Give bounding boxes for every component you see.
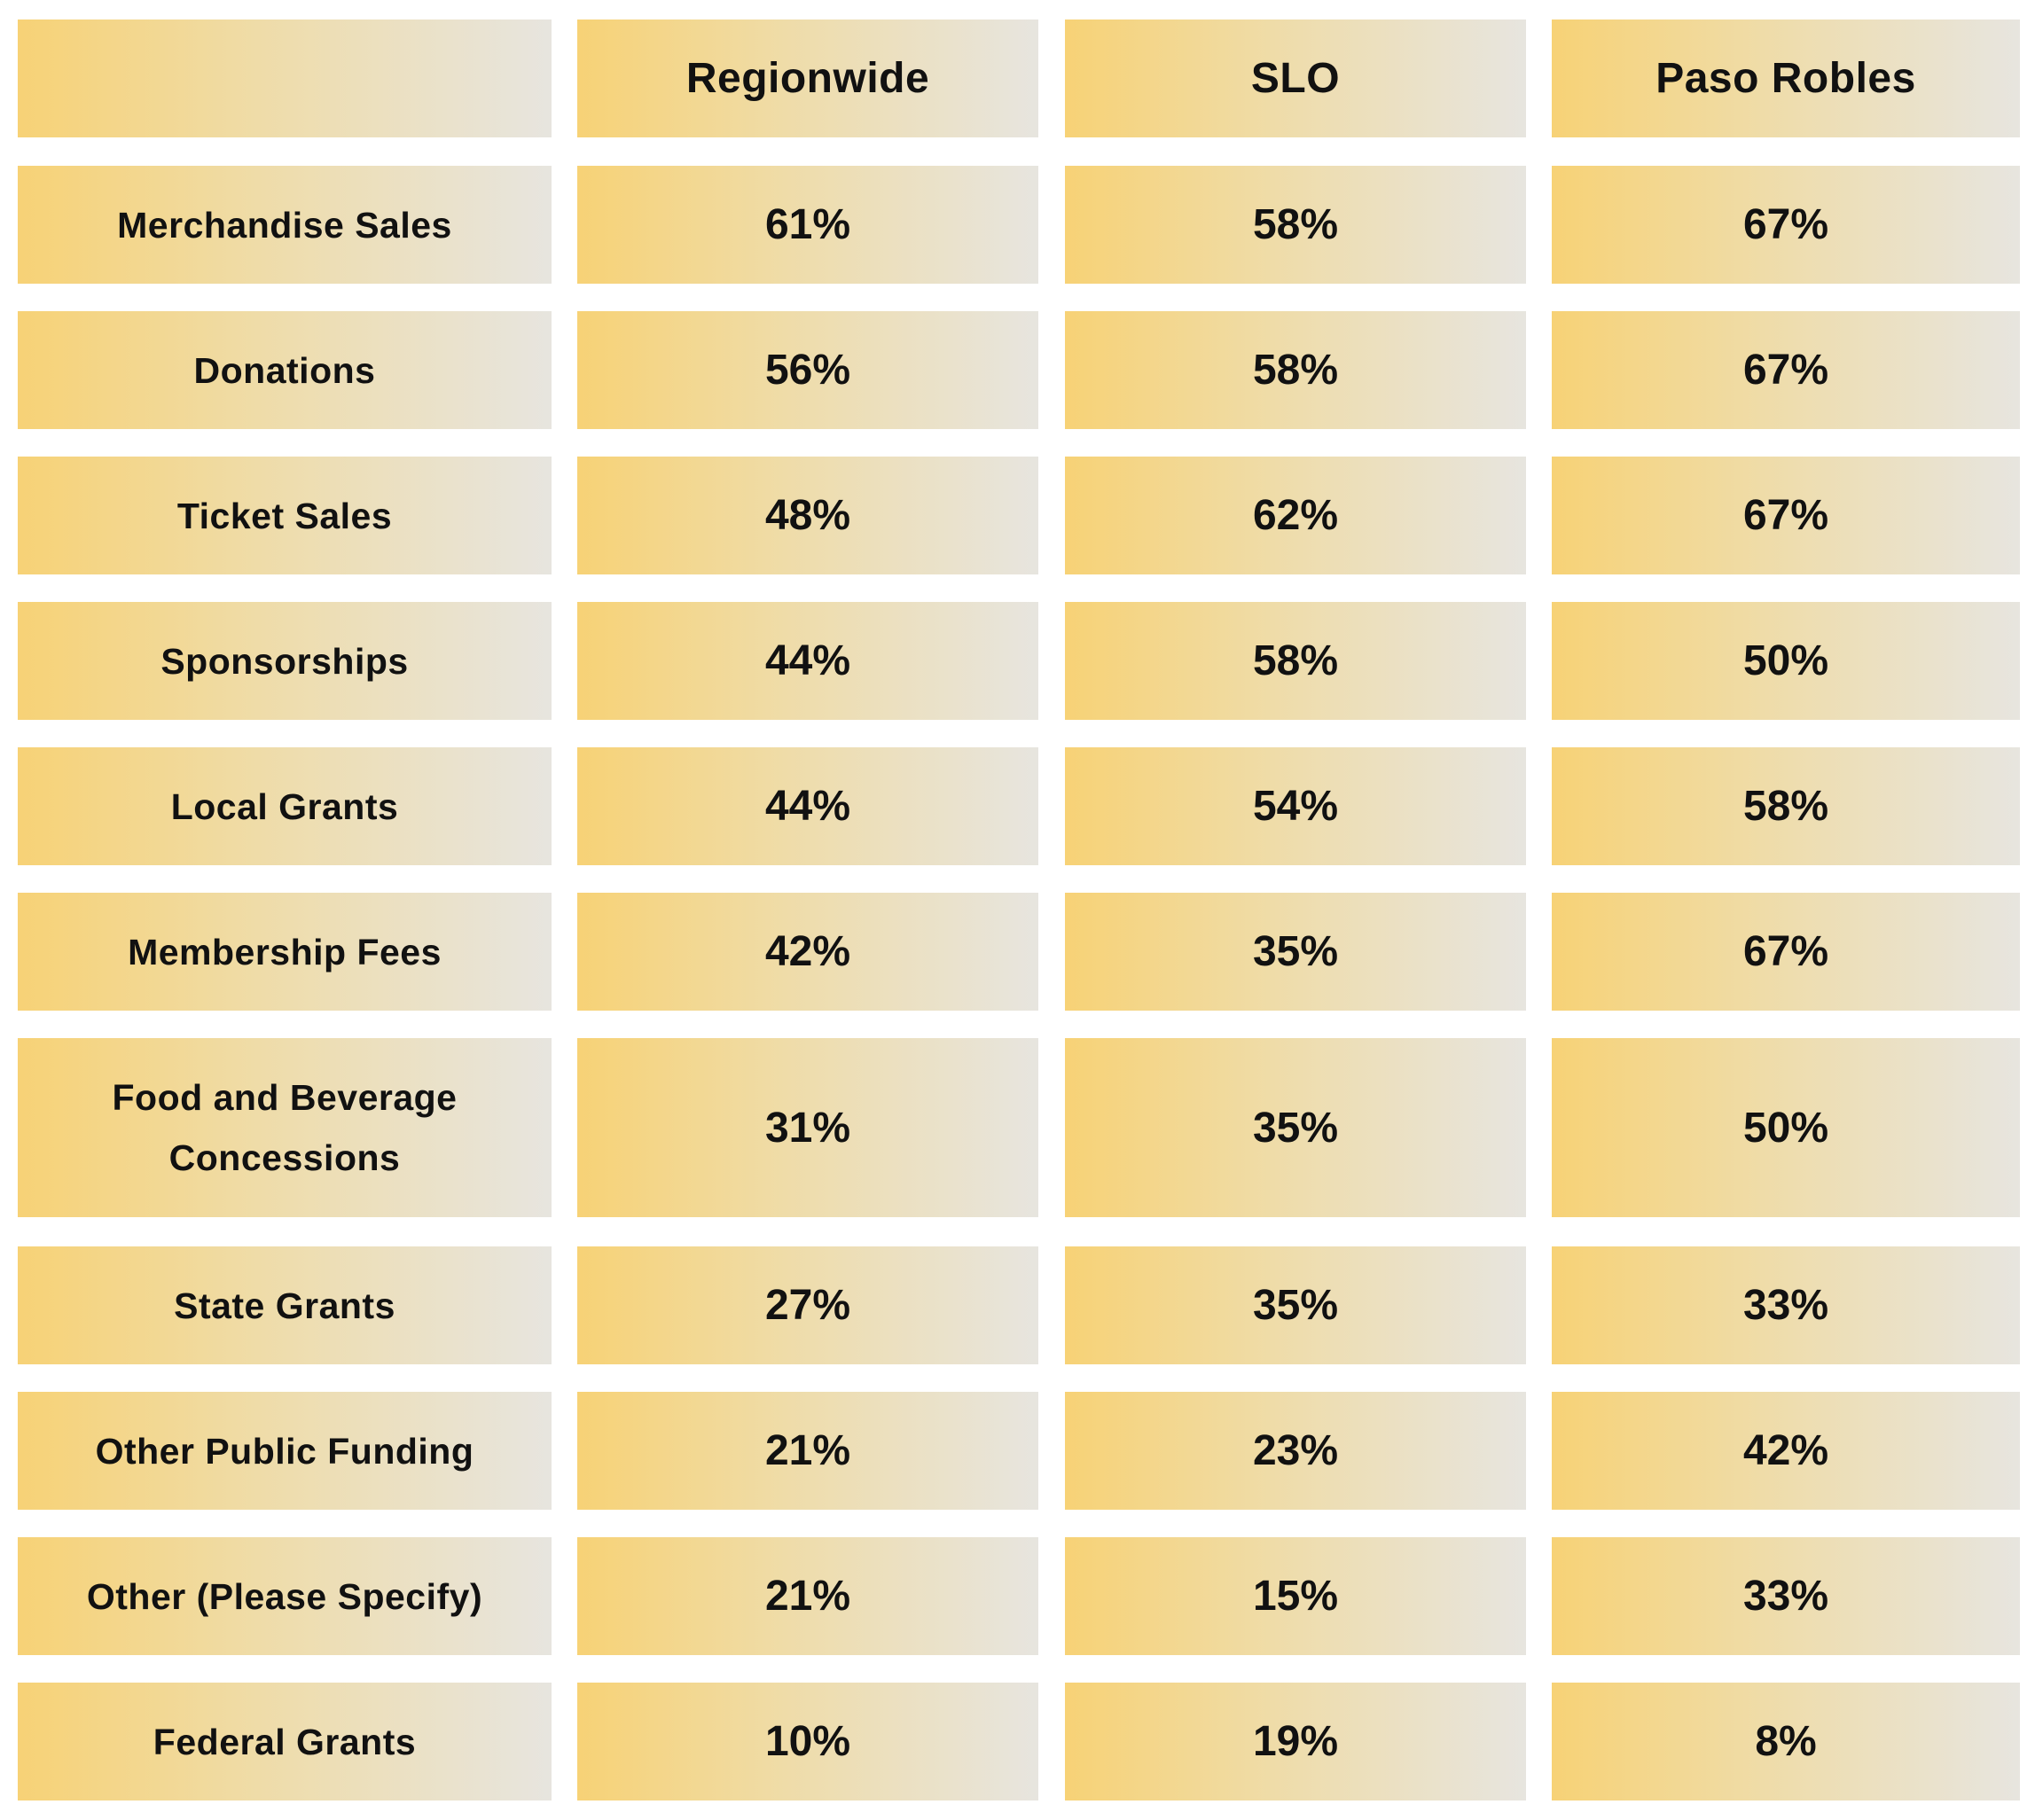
value-cell-merchandise-sales-regionwide: 61% bbox=[577, 166, 1038, 284]
value-cell-ticket-sales-regionwide: 48% bbox=[577, 457, 1038, 574]
value-cell-membership-fees-slo: 35% bbox=[1065, 893, 1526, 1011]
header-corner-cell bbox=[18, 20, 552, 137]
value-cell-donations-paso-robles: 67% bbox=[1552, 311, 2020, 429]
row-label-local-grants: Local Grants bbox=[18, 747, 552, 865]
row-label-other-please-specify: Other (Please Specify) bbox=[18, 1537, 552, 1655]
value-cell-state-grants-paso-robles: 33% bbox=[1552, 1246, 2020, 1364]
row-label-state-grants: State Grants bbox=[18, 1246, 552, 1364]
value-cell-ticket-sales-slo: 62% bbox=[1065, 457, 1526, 574]
value-cell-local-grants-regionwide: 44% bbox=[577, 747, 1038, 865]
value-cell-membership-fees-regionwide: 42% bbox=[577, 893, 1038, 1011]
value-cell-other-please-specify-regionwide: 21% bbox=[577, 1537, 1038, 1655]
row-label-membership-fees: Membership Fees bbox=[18, 893, 552, 1011]
value-cell-ticket-sales-paso-robles: 67% bbox=[1552, 457, 2020, 574]
value-cell-federal-grants-paso-robles: 8% bbox=[1552, 1683, 2020, 1800]
value-cell-state-grants-slo: 35% bbox=[1065, 1246, 1526, 1364]
value-cell-merchandise-sales-slo: 58% bbox=[1065, 166, 1526, 284]
value-cell-other-public-funding-regionwide: 21% bbox=[577, 1392, 1038, 1510]
row-label-federal-grants: Federal Grants bbox=[18, 1683, 552, 1800]
value-cell-sponsorships-slo: 58% bbox=[1065, 602, 1526, 720]
value-cell-other-please-specify-slo: 15% bbox=[1065, 1537, 1526, 1655]
value-cell-state-grants-regionwide: 27% bbox=[577, 1246, 1038, 1364]
row-label-merchandise-sales: Merchandise Sales bbox=[18, 166, 552, 284]
row-label-ticket-sales: Ticket Sales bbox=[18, 457, 552, 574]
value-cell-federal-grants-regionwide: 10% bbox=[577, 1683, 1038, 1800]
value-cell-merchandise-sales-paso-robles: 67% bbox=[1552, 166, 2020, 284]
value-cell-membership-fees-paso-robles: 67% bbox=[1552, 893, 2020, 1011]
column-header-regionwide: Regionwide bbox=[577, 20, 1038, 137]
value-cell-local-grants-paso-robles: 58% bbox=[1552, 747, 2020, 865]
value-cell-food-and-beverage-concessions-paso-robles: 50% bbox=[1552, 1038, 2020, 1217]
column-header-slo: SLO bbox=[1065, 20, 1526, 137]
row-label-donations: Donations bbox=[18, 311, 552, 429]
value-cell-other-public-funding-slo: 23% bbox=[1065, 1392, 1526, 1510]
column-header-paso-robles: Paso Robles bbox=[1552, 20, 2020, 137]
value-cell-food-and-beverage-concessions-slo: 35% bbox=[1065, 1038, 1526, 1217]
value-cell-sponsorships-paso-robles: 50% bbox=[1552, 602, 2020, 720]
row-label-sponsorships: Sponsorships bbox=[18, 602, 552, 720]
row-label-food-and-beverage-concessions: Food and Beverage Concessions bbox=[18, 1038, 552, 1217]
value-cell-federal-grants-slo: 19% bbox=[1065, 1683, 1526, 1800]
row-label-other-public-funding: Other Public Funding bbox=[18, 1392, 552, 1510]
value-cell-sponsorships-regionwide: 44% bbox=[577, 602, 1038, 720]
value-cell-other-public-funding-paso-robles: 42% bbox=[1552, 1392, 2020, 1510]
value-cell-donations-regionwide: 56% bbox=[577, 311, 1038, 429]
value-cell-food-and-beverage-concessions-regionwide: 31% bbox=[577, 1038, 1038, 1217]
value-cell-other-please-specify-paso-robles: 33% bbox=[1552, 1537, 2020, 1655]
value-cell-donations-slo: 58% bbox=[1065, 311, 1526, 429]
value-cell-local-grants-slo: 54% bbox=[1065, 747, 1526, 865]
